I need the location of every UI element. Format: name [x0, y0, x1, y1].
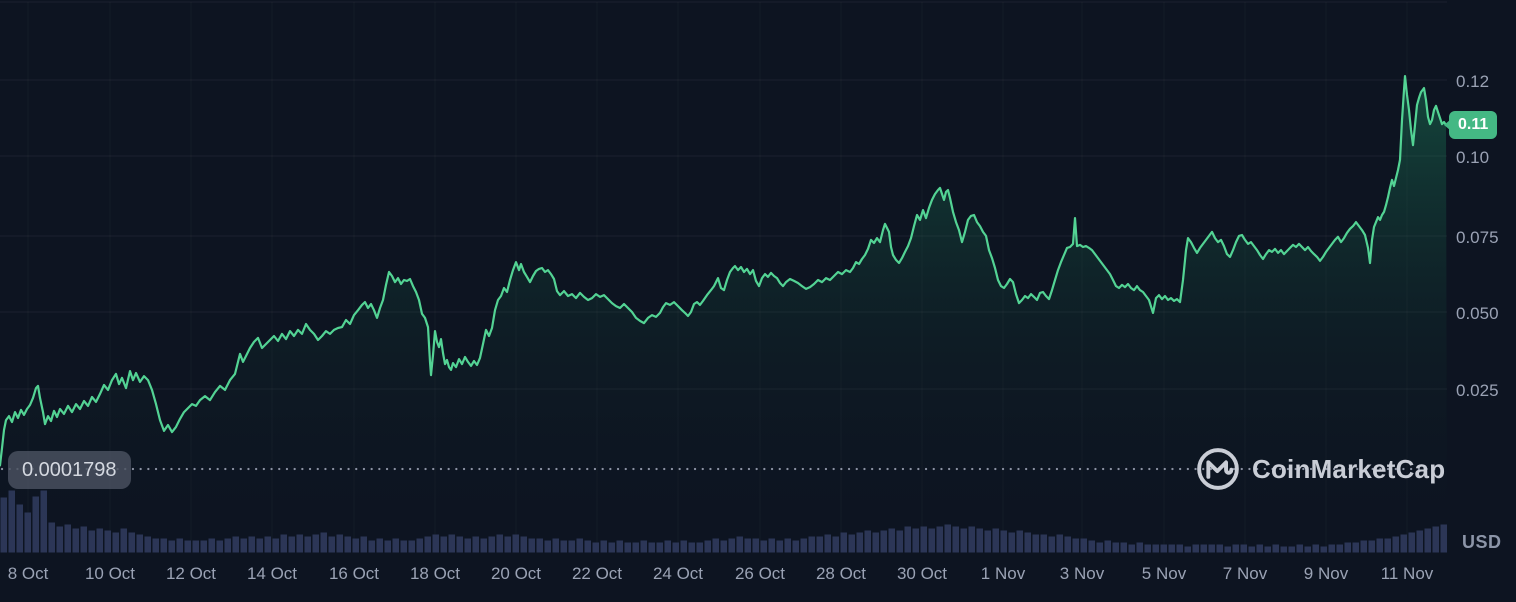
price-line [0, 75, 1448, 467]
x-axis-tick-label: 11 Nov [1380, 564, 1434, 583]
x-axis-tick-label: 9 Nov [1303, 564, 1349, 583]
coinmarketcap-logo-icon [1197, 448, 1239, 490]
y-axis-tick-label: 0.025 [1456, 381, 1499, 400]
x-axis-tick-label: 8 Oct [7, 564, 49, 583]
y-axis-tick-label: 0.050 [1456, 304, 1499, 323]
x-axis-tick-label: 14 Oct [246, 564, 298, 583]
start-price-badge: 0.0001798 [8, 451, 131, 489]
current-price-badge: 0.11 [1443, 111, 1498, 139]
x-axis-tick-label: 24 Oct [652, 564, 704, 583]
price-area-fill [0, 76, 1447, 553]
x-axis-tick-label: 7 Nov [1222, 564, 1268, 583]
x-axis-tick-label: 12 Oct [165, 564, 217, 583]
x-axis-tick-label: 18 Oct [409, 564, 461, 583]
watermark: CoinMarketCap [1195, 446, 1445, 492]
currency-label: USD [1462, 532, 1502, 552]
x-axis-tick-label: 5 Nov [1141, 564, 1187, 583]
x-axis-tick-label: 10 Oct [84, 564, 136, 583]
x-axis-tick-label: 26 Oct [734, 564, 786, 583]
watermark-text: CoinMarketCap [1252, 453, 1446, 484]
x-axis-tick-label: 28 Oct [815, 564, 867, 583]
y-axis-tick-label: 0.10 [1456, 148, 1490, 167]
x-axis-tick-label: 30 Oct [896, 564, 948, 583]
x-axis-tick-label: 3 Nov [1059, 564, 1105, 583]
y-axis-tick-label: 0.075 [1456, 228, 1499, 247]
x-axis-tick-label: 1 Nov [980, 564, 1026, 583]
x-axis-tick-label: 16 Oct [328, 564, 380, 583]
x-axis-tick-label: 20 Oct [490, 564, 542, 583]
y-axis-tick-label: 0.12 [1456, 72, 1490, 91]
x-axis-tick-label: 22 Oct [571, 564, 623, 583]
